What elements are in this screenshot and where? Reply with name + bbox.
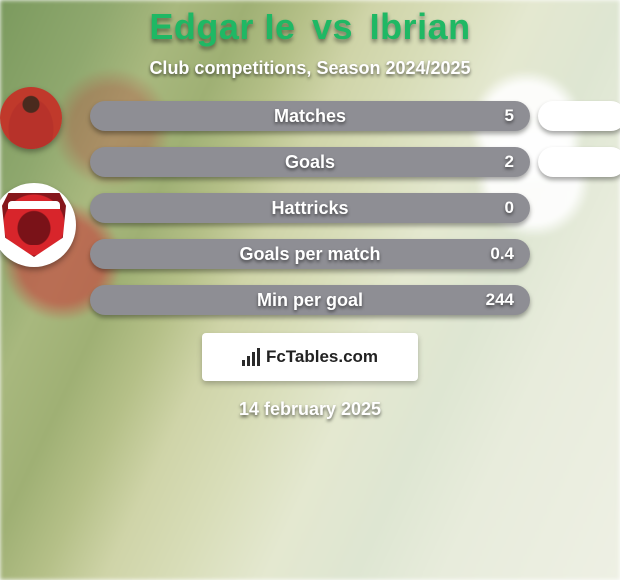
- stat-bar: Hattricks 0: [90, 193, 530, 223]
- stat-bar: Goals per match 0.4: [90, 239, 530, 269]
- stat-row-goals: Goals 2: [90, 147, 530, 177]
- stat-bar: Min per goal 244: [90, 285, 530, 315]
- stat-row-mpg: Min per goal 244: [90, 285, 530, 315]
- branding-badge: FcTables.com: [202, 333, 418, 381]
- player1-name: Edgar Ie: [149, 6, 295, 47]
- branding-text: FcTables.com: [266, 347, 378, 367]
- stat-value: 0: [505, 198, 514, 218]
- stat-row-matches: Matches 5: [90, 101, 530, 131]
- stat-label: Goals per match: [239, 244, 380, 265]
- stat-label: Matches: [274, 106, 346, 127]
- stat-row-gpm: Goals per match 0.4: [90, 239, 530, 269]
- stat-value: 0.4: [490, 244, 514, 264]
- player1-club-logo: [0, 183, 76, 267]
- vs-label: vs: [312, 6, 353, 47]
- player1-avatar: [0, 87, 62, 149]
- subtitle: Club competitions, Season 2024/2025: [0, 58, 620, 79]
- comparison-card: Edgar Ie vs Ibrian Club competitions, Se…: [0, 0, 620, 420]
- stat-label: Hattricks: [271, 198, 348, 219]
- stat-value: 2: [505, 152, 514, 172]
- stat-row-hattricks: Hattricks 0: [90, 193, 530, 223]
- snapshot-date: 14 february 2025: [0, 399, 620, 420]
- stat-value: 244: [486, 290, 514, 310]
- player2-value-pill: [538, 101, 620, 131]
- stat-label: Min per goal: [257, 290, 363, 311]
- stat-bar: Matches 5: [90, 101, 530, 131]
- bar-chart-icon: [242, 348, 260, 366]
- stat-label: Goals: [285, 152, 335, 173]
- page-title: Edgar Ie vs Ibrian: [0, 6, 620, 48]
- stat-value: 5: [505, 106, 514, 126]
- player2-value-pill: [538, 147, 620, 177]
- player2-name: Ibrian: [370, 6, 471, 47]
- stats-block: Matches 5 Goals 2 Hattricks 0 Goals per …: [40, 101, 580, 315]
- stat-bar: Goals 2: [90, 147, 530, 177]
